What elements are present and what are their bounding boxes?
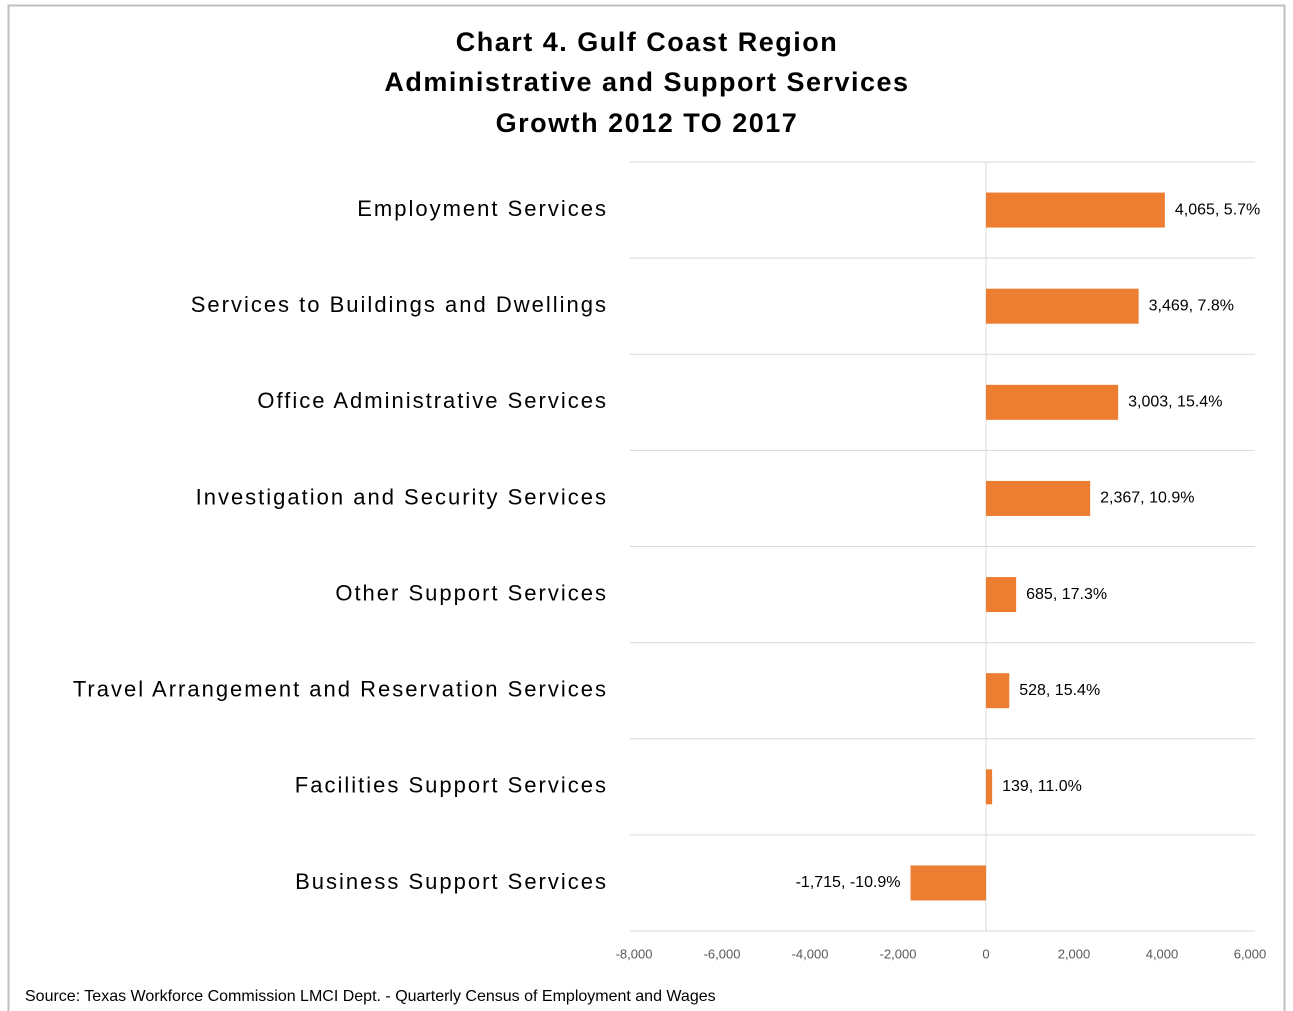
data-label: 3,469, 7.8% [1149,297,1234,314]
data-label: 685, 17.3% [1026,586,1107,603]
x-tick-label: 4,000 [1146,946,1179,961]
y-tick-label: Services to Buildings and Dwellings [191,292,608,317]
x-tick-label: 6,000 [1234,946,1267,961]
bar [986,288,1139,324]
y-tick-label: Other Support Services [335,580,608,605]
chart-title: Growth 2012 TO 2017 [496,108,799,138]
x-tick-label: 0 [982,946,989,961]
source-note: Source: Texas Workforce Commission LMCI … [25,988,716,1005]
x-tick-label: -8,000 [616,946,653,961]
y-tick-label: Travel Arrangement and Reservation Servi… [73,677,608,702]
bar [986,577,1017,613]
bar [986,192,1165,228]
data-label: 139, 11.0% [1002,778,1082,795]
bar [986,384,1119,420]
y-tick-label: Business Support Services [295,869,608,894]
y-tick-label: Facilities Support Services [295,773,608,798]
bar [910,865,986,901]
bar [986,480,1091,516]
y-tick-label: Employment Services [357,196,608,221]
x-tick-label: -2,000 [880,946,917,961]
data-label: -1,715, -10.9% [796,874,901,891]
bar [986,769,993,805]
data-label: 4,065, 5.7% [1175,201,1260,218]
data-label: 3,003, 15.4% [1128,394,1222,411]
x-tick-label: -4,000 [792,946,829,961]
chart-title: Administrative and Support Services [384,67,909,97]
data-label: 2,367, 10.9% [1100,490,1194,507]
y-tick-label: Office Administrative Services [257,388,608,413]
x-tick-label: -6,000 [704,946,741,961]
y-tick-label: Investigation and Security Services [196,484,608,509]
chart-title: Chart 4. Gulf Coast Region [456,27,839,57]
x-tick-label: 2,000 [1058,946,1091,961]
bar [986,673,1010,709]
data-label: 528, 15.4% [1019,682,1100,699]
